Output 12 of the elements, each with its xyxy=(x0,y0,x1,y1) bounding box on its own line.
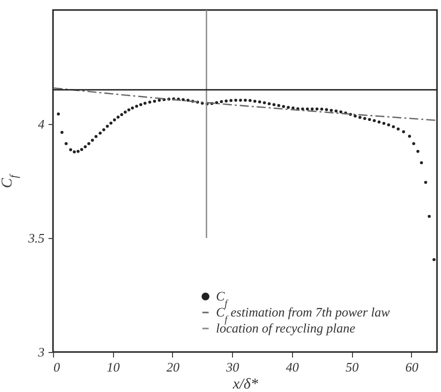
x-tick-label: 20 xyxy=(166,360,180,374)
x-tick-label: 10 xyxy=(106,360,120,374)
y-tick-label: 4 xyxy=(38,116,45,132)
x-tick-label: 0 xyxy=(54,360,60,374)
x-tick-label: 30 xyxy=(225,360,240,374)
y-tick-label: 3 xyxy=(37,344,45,360)
line-series xyxy=(52,87,438,121)
x-tick-label: 60 xyxy=(405,360,419,374)
x-tick-label: 50 xyxy=(346,360,360,374)
x-tick-label: 40 xyxy=(286,360,300,374)
y-tick-label: 3.5 xyxy=(27,230,45,246)
x-axis-title: x/δ* xyxy=(232,376,259,392)
